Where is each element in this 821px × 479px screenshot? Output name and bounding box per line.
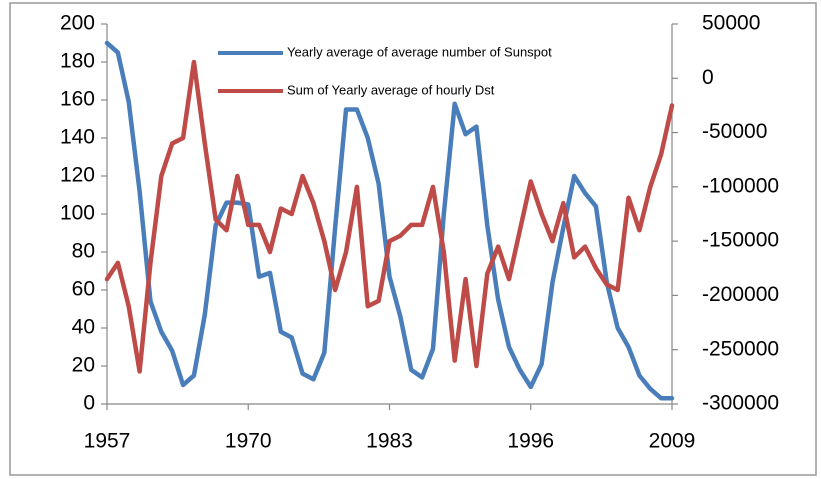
y-tick-label: 60: [72, 278, 95, 301]
y-tick-label: 0: [83, 392, 95, 415]
y2-tick-label: -200000: [702, 283, 779, 306]
y2-tick-label: -300000: [702, 392, 779, 415]
y-tick-label: 80: [72, 240, 95, 263]
x-tick-label: 1957: [84, 430, 131, 453]
y2-tick-label: -100000: [702, 174, 779, 197]
y-tick-label: 40: [72, 316, 95, 339]
y2-tick-label: -150000: [702, 229, 779, 252]
y-tick-label: 20: [72, 354, 95, 377]
y-tick-label: 160: [60, 88, 95, 111]
y2-tick-label: 50000: [702, 12, 760, 35]
y-tick-label: 180: [60, 50, 95, 73]
legend-label: Yearly average of average number of Suns…: [287, 44, 552, 59]
y-tick-label: 120: [60, 164, 95, 187]
y2-tick-label: 0: [702, 66, 714, 89]
x-tick-label: 1996: [507, 430, 554, 453]
x-tick-label: 1983: [366, 430, 413, 453]
series-line: [104, 40, 675, 401]
y-tick-label: 200: [60, 12, 95, 35]
x-tick-label: 1970: [225, 430, 272, 453]
y2-tick-label: -50000: [702, 120, 767, 143]
x-tick-label: 2009: [649, 430, 696, 453]
y-tick-label: 100: [60, 202, 95, 225]
y2-tick-label: -250000: [702, 337, 779, 360]
legend-label: Sum of Yearly average of hourly Dst: [287, 82, 495, 97]
series-line: [104, 59, 675, 374]
y-tick-label: 140: [60, 126, 95, 149]
